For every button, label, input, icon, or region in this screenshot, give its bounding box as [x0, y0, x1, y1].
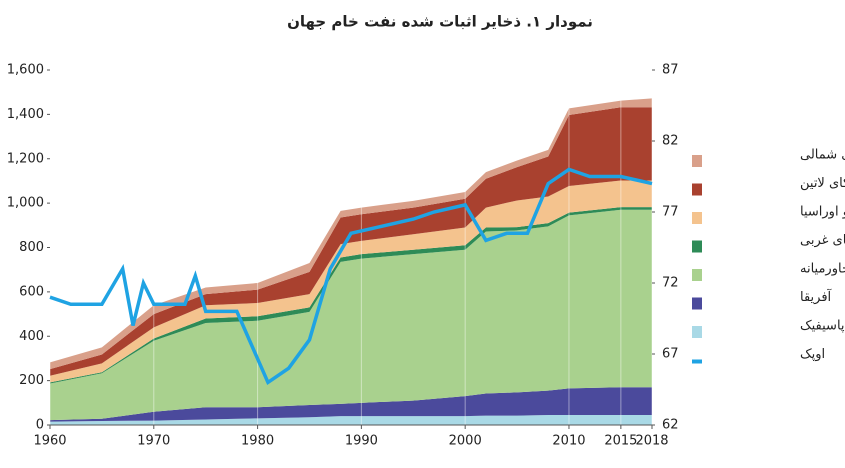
area	[50, 98, 652, 370]
x-tick-label: 2018	[635, 434, 668, 449]
x-tick-label: 1970	[137, 434, 170, 449]
y2-tick-label: 77	[662, 205, 679, 220]
chart-title: نمودار ۱. ذخایر اثبات شده نفت خام جهان	[287, 13, 593, 31]
legend-label: اروپای شرقی و اوراسیا	[800, 205, 845, 220]
legend-swatch	[692, 155, 702, 167]
legend-label: آمریکای شمالی	[800, 146, 845, 163]
x-tick-label: 2000	[449, 434, 482, 449]
x-tick-label: 1960	[33, 434, 66, 449]
legend-swatch	[692, 359, 702, 364]
y2-tick-label: 67	[662, 347, 679, 362]
area	[50, 107, 652, 376]
legend-label: آمریکای لاتین	[800, 174, 845, 191]
y-tick-label: 1,000	[7, 196, 44, 211]
legend-swatch	[692, 240, 702, 253]
y-tick-label: 0	[36, 418, 44, 433]
y-tick-label: 600	[19, 284, 44, 299]
legend-label: آفریقا	[800, 288, 833, 305]
y2-tick-label: 62	[662, 418, 679, 433]
y-tick-label: 1,200	[7, 151, 44, 166]
legend-label: خاورمیانه	[800, 262, 845, 277]
legend-label: اوپک	[800, 347, 825, 362]
legend-swatch	[692, 212, 702, 224]
x-tick-label: 1980	[241, 434, 274, 449]
legend-swatch	[692, 269, 702, 281]
x-tick-label: 2010	[552, 434, 585, 449]
area	[50, 180, 652, 383]
area	[50, 415, 652, 425]
x-tick-label: 1990	[345, 434, 378, 449]
legend-swatch	[692, 183, 702, 196]
y-tick-label: 1,400	[7, 107, 44, 122]
legend-label: اروپای غربی	[800, 233, 845, 248]
y-tick-label: 200	[19, 373, 44, 388]
y2-tick-label: 72	[662, 276, 679, 291]
legend-label: آسیا پاسیفیک	[800, 317, 845, 334]
opec-line	[49, 167, 653, 386]
area	[50, 209, 652, 421]
legend-swatch	[692, 297, 702, 310]
y-tick-label: 400	[19, 329, 44, 344]
y2-tick-label: 87	[662, 63, 679, 78]
y-tick-label: 800	[19, 240, 44, 255]
legend-swatch	[692, 326, 702, 338]
y2-tick-label: 82	[662, 134, 679, 149]
area	[50, 387, 652, 422]
x-tick-label: 2015	[604, 434, 637, 449]
y-tick-label: 1,600	[7, 63, 44, 78]
